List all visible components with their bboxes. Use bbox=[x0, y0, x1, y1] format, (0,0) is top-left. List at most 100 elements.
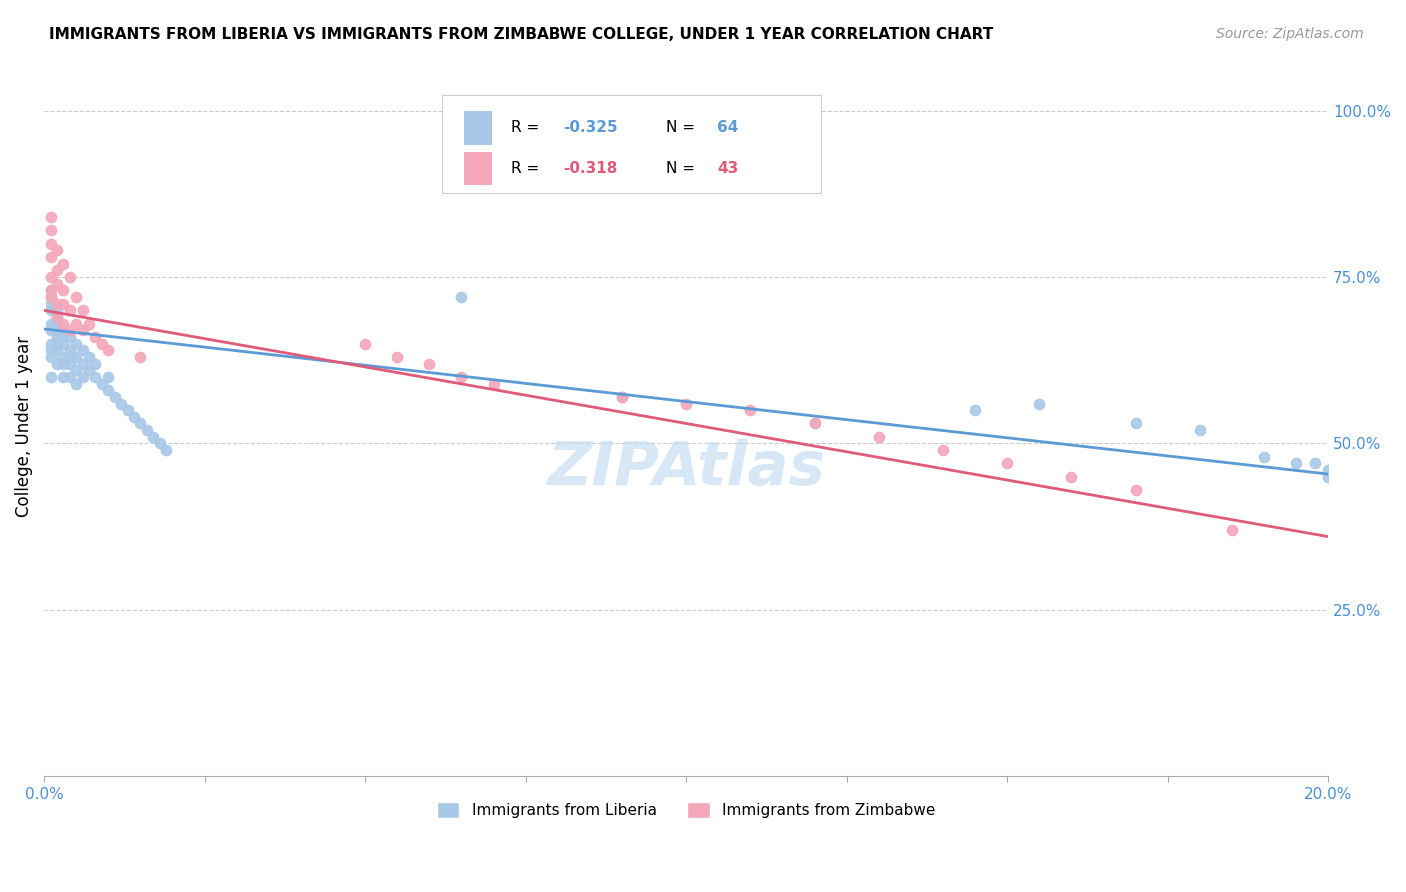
Text: 64: 64 bbox=[717, 120, 738, 136]
Point bbox=[39, 284, 62, 298]
Point bbox=[482, 376, 505, 391]
Point bbox=[52, 323, 75, 337]
Point bbox=[52, 336, 75, 351]
Point bbox=[65, 336, 87, 351]
Point bbox=[129, 350, 152, 364]
Text: Source: ZipAtlas.com: Source: ZipAtlas.com bbox=[1216, 27, 1364, 41]
Point bbox=[418, 357, 440, 371]
Point bbox=[65, 350, 87, 364]
Point bbox=[39, 250, 62, 264]
Point bbox=[1125, 483, 1147, 497]
Point bbox=[387, 350, 409, 364]
Point bbox=[46, 310, 69, 324]
Point bbox=[90, 376, 112, 391]
Point bbox=[1303, 457, 1326, 471]
Point bbox=[142, 430, 165, 444]
Point bbox=[39, 350, 62, 364]
Point bbox=[52, 257, 75, 271]
Point bbox=[1317, 469, 1340, 483]
Point bbox=[77, 317, 100, 331]
Text: 43: 43 bbox=[717, 161, 738, 176]
Point bbox=[46, 277, 69, 291]
Point bbox=[149, 436, 172, 450]
Point bbox=[39, 210, 62, 224]
Point bbox=[39, 223, 62, 237]
Y-axis label: College, Under 1 year: College, Under 1 year bbox=[15, 336, 32, 517]
Text: N =: N = bbox=[665, 161, 699, 176]
Text: ZIPAtlas: ZIPAtlas bbox=[547, 439, 825, 499]
Point bbox=[97, 343, 120, 358]
Point bbox=[46, 336, 69, 351]
Point bbox=[72, 357, 94, 371]
Point bbox=[1060, 469, 1083, 483]
Point bbox=[72, 343, 94, 358]
Point bbox=[803, 417, 825, 431]
Point bbox=[84, 357, 107, 371]
Point bbox=[52, 296, 75, 310]
Text: IMMIGRANTS FROM LIBERIA VS IMMIGRANTS FROM ZIMBABWE COLLEGE, UNDER 1 YEAR CORREL: IMMIGRANTS FROM LIBERIA VS IMMIGRANTS FR… bbox=[49, 27, 994, 42]
Point bbox=[46, 296, 69, 310]
Point bbox=[39, 370, 62, 384]
Point bbox=[39, 236, 62, 251]
Point bbox=[1220, 523, 1243, 537]
Point bbox=[155, 443, 177, 458]
Point bbox=[868, 430, 890, 444]
Point bbox=[675, 396, 697, 410]
Point bbox=[46, 244, 69, 258]
Point bbox=[135, 423, 157, 437]
Text: -0.325: -0.325 bbox=[562, 120, 617, 136]
FancyBboxPatch shape bbox=[441, 95, 821, 193]
Text: N =: N = bbox=[665, 120, 699, 136]
Point bbox=[52, 350, 75, 364]
Point bbox=[46, 330, 69, 344]
Point bbox=[59, 343, 82, 358]
Point bbox=[39, 284, 62, 298]
Point bbox=[39, 303, 62, 318]
Text: -0.318: -0.318 bbox=[562, 161, 617, 176]
Point bbox=[46, 357, 69, 371]
Point bbox=[995, 457, 1018, 471]
Bar bbox=[464, 152, 492, 185]
Point bbox=[59, 323, 82, 337]
Point bbox=[932, 443, 955, 458]
Point bbox=[117, 403, 139, 417]
Point bbox=[1125, 417, 1147, 431]
Point bbox=[46, 303, 69, 318]
Point bbox=[1253, 450, 1275, 464]
Point bbox=[52, 370, 75, 384]
Point bbox=[52, 284, 75, 298]
Point bbox=[59, 350, 82, 364]
Point bbox=[52, 330, 75, 344]
Point bbox=[1188, 423, 1211, 437]
Point bbox=[59, 370, 82, 384]
Point bbox=[59, 303, 82, 318]
Point bbox=[72, 323, 94, 337]
Point bbox=[129, 417, 152, 431]
Point bbox=[65, 363, 87, 377]
Point bbox=[65, 290, 87, 304]
Text: R =: R = bbox=[512, 161, 544, 176]
Point bbox=[46, 343, 69, 358]
Point bbox=[39, 296, 62, 310]
Point bbox=[46, 323, 69, 337]
Point bbox=[59, 357, 82, 371]
Point bbox=[104, 390, 127, 404]
Point bbox=[450, 370, 472, 384]
Point bbox=[39, 317, 62, 331]
Point bbox=[122, 409, 145, 424]
Point bbox=[46, 263, 69, 277]
Legend: Immigrants from Liberia, Immigrants from Zimbabwe: Immigrants from Liberia, Immigrants from… bbox=[430, 797, 942, 824]
Point bbox=[1317, 463, 1340, 477]
Point bbox=[610, 390, 633, 404]
Point bbox=[46, 310, 69, 324]
Point bbox=[354, 336, 377, 351]
Point bbox=[450, 290, 472, 304]
Point bbox=[110, 396, 132, 410]
Point bbox=[803, 417, 825, 431]
Point bbox=[52, 317, 75, 331]
Point bbox=[77, 363, 100, 377]
Point bbox=[84, 330, 107, 344]
Point bbox=[90, 336, 112, 351]
Bar bbox=[464, 111, 492, 145]
Point bbox=[1285, 457, 1308, 471]
